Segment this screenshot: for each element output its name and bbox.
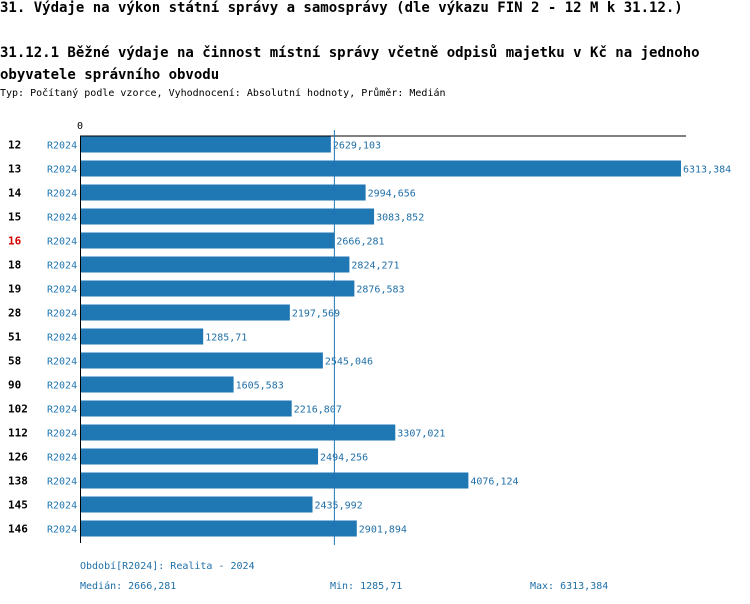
page-title: 31. Výdaje na výkon státní správy a samo… — [0, 0, 683, 16]
bar — [81, 424, 396, 441]
category-label: 12 — [8, 139, 21, 152]
bar — [81, 184, 366, 201]
value-label: 2435,992 — [315, 501, 363, 512]
footer-period: Období[R2024]: Realita - 2024 — [80, 561, 255, 572]
value-label: 2545,046 — [325, 357, 373, 368]
value-label: 2216,807 — [294, 405, 342, 416]
series-label: R2024 — [47, 165, 77, 176]
category-label: 126 — [8, 451, 28, 464]
series-label: R2024 — [47, 213, 77, 224]
category-label: 18 — [8, 259, 21, 272]
series-label: R2024 — [47, 189, 77, 200]
category-label: 14 — [8, 187, 22, 200]
category-label: 13 — [8, 163, 21, 176]
value-label: 2494,256 — [320, 453, 368, 464]
bar — [81, 280, 355, 297]
footer-max: Max: 6313,384 — [530, 581, 609, 592]
chart-type-description: Typ: Počítaný podle vzorce, Vyhodnocení:… — [0, 88, 446, 99]
value-label: 1285,71 — [205, 333, 247, 344]
series-label: R2024 — [47, 501, 77, 512]
series-label: R2024 — [47, 429, 77, 440]
series-label: R2024 — [47, 285, 77, 296]
series-label: R2024 — [47, 261, 77, 272]
value-label: 3307,021 — [397, 429, 445, 440]
series-label: R2024 — [47, 357, 77, 368]
value-label: 2876,583 — [356, 285, 404, 296]
series-label: R2024 — [47, 477, 77, 488]
bar — [81, 400, 292, 417]
value-label: 2666,281 — [336, 237, 384, 248]
bar — [81, 304, 290, 321]
bar — [81, 256, 350, 273]
value-label: 2824,271 — [351, 261, 399, 272]
chart-subtitle: 31.12.1 Běžné výdaje na činnost místní s… — [0, 45, 700, 83]
bar — [81, 352, 323, 369]
category-label: 145 — [8, 499, 28, 512]
bar — [81, 472, 469, 489]
series-label: R2024 — [47, 405, 77, 416]
series-label: R2024 — [47, 333, 77, 344]
bar — [81, 448, 319, 465]
value-label: 2629,103 — [333, 141, 381, 152]
category-label: 90 — [8, 379, 21, 392]
category-label: 138 — [8, 475, 28, 488]
category-label: 28 — [8, 307, 21, 320]
bar — [81, 232, 335, 249]
footer-min: Min: 1285,71 — [330, 581, 403, 592]
bar — [81, 520, 357, 537]
bar — [81, 160, 681, 177]
category-label: 15 — [8, 211, 21, 224]
footer-median: Medián: 2666,281 — [80, 581, 177, 592]
value-label: 6313,384 — [683, 165, 731, 176]
category-label: 16 — [8, 235, 22, 248]
value-label: 4076,124 — [470, 477, 518, 488]
series-label: R2024 — [47, 237, 77, 248]
category-label: 102 — [8, 403, 28, 416]
value-label: 2901,894 — [359, 525, 407, 536]
series-label: R2024 — [47, 453, 77, 464]
category-label: 146 — [8, 523, 28, 536]
value-label: 2197,569 — [292, 309, 340, 320]
category-label: 19 — [8, 283, 21, 296]
value-label: 3083,852 — [376, 213, 424, 224]
category-label: 58 — [8, 355, 21, 368]
bar — [81, 328, 204, 345]
bar — [81, 208, 375, 225]
series-label: R2024 — [47, 525, 77, 536]
category-label: 51 — [8, 331, 22, 344]
series-label: R2024 — [47, 309, 77, 320]
series-label: R2024 — [47, 381, 77, 392]
bar — [81, 496, 313, 513]
axis-zero-label: 0 — [77, 121, 83, 132]
bar — [81, 136, 331, 153]
series-label: R2024 — [47, 141, 77, 152]
value-label: 2994,656 — [368, 189, 416, 200]
bar — [81, 376, 234, 393]
category-label: 112 — [8, 427, 28, 440]
value-label: 1605,583 — [236, 381, 284, 392]
